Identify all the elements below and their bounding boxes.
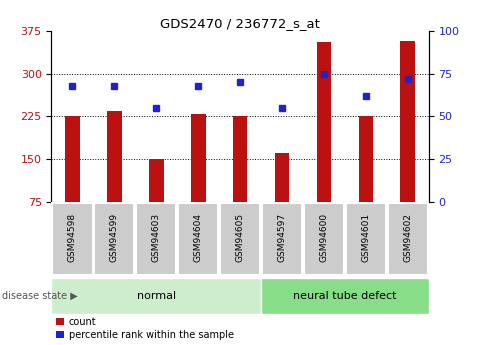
Text: GSM94599: GSM94599 <box>110 213 119 262</box>
Bar <box>304 203 344 275</box>
Bar <box>94 203 134 275</box>
Bar <box>107 111 122 202</box>
Bar <box>220 203 260 275</box>
Bar <box>275 154 290 202</box>
Bar <box>388 203 428 275</box>
Title: GDS2470 / 236772_s_at: GDS2470 / 236772_s_at <box>160 17 320 30</box>
Bar <box>51 278 261 314</box>
Text: neural tube defect: neural tube defect <box>293 291 397 301</box>
Bar <box>359 116 373 202</box>
Bar <box>262 203 302 275</box>
Bar <box>149 159 164 202</box>
Bar <box>261 278 429 314</box>
Bar <box>233 116 247 202</box>
Text: GSM94597: GSM94597 <box>277 213 287 262</box>
Text: GSM94605: GSM94605 <box>236 213 245 262</box>
Legend: count, percentile rank within the sample: count, percentile rank within the sample <box>56 317 234 340</box>
Bar <box>136 203 176 275</box>
Bar <box>191 114 205 202</box>
Bar <box>52 203 93 275</box>
Bar <box>178 203 219 275</box>
Text: normal: normal <box>137 291 176 301</box>
Text: GSM94598: GSM94598 <box>68 213 77 262</box>
Text: disease state ▶: disease state ▶ <box>2 291 78 301</box>
Bar <box>400 41 415 202</box>
Text: GSM94603: GSM94603 <box>152 213 161 262</box>
Text: GSM94604: GSM94604 <box>194 213 203 262</box>
Text: GSM94601: GSM94601 <box>361 213 370 262</box>
Text: GSM94600: GSM94600 <box>319 213 328 262</box>
Text: GSM94602: GSM94602 <box>403 213 412 262</box>
Bar <box>65 117 80 202</box>
Bar <box>346 203 386 275</box>
Bar <box>317 42 331 202</box>
